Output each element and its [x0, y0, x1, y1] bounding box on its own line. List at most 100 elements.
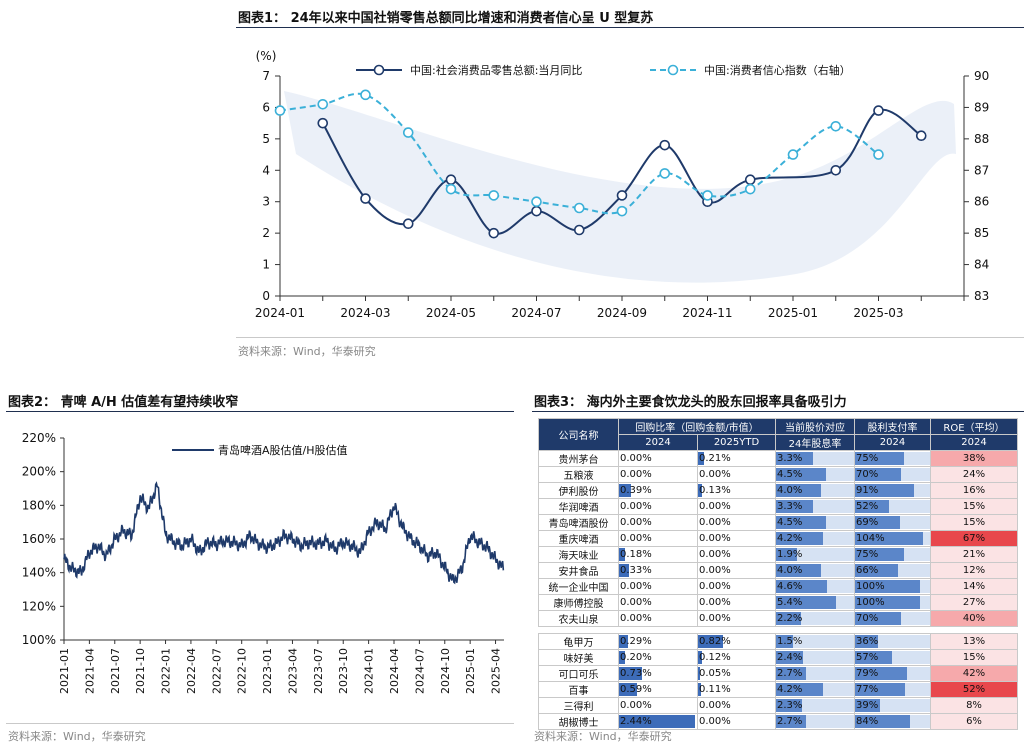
x-axis-tick-label: 2021-01: [58, 648, 71, 694]
table-row: 胡椒博士 2.44% 0.00% 2.7% 84% 6%: [538, 713, 1018, 730]
consumer-confidence-point: [402, 127, 414, 138]
roe-cell: 15%: [930, 514, 1018, 531]
data-bar: [776, 452, 813, 465]
company-name: 百事: [538, 681, 619, 698]
bar-cell: 3.3%: [775, 450, 855, 467]
x-axis-tick-label: 2023-07: [312, 648, 325, 694]
cell-value: 0.11%: [699, 684, 731, 695]
retail-sales-point: [445, 174, 457, 186]
bar-cell: 5.4%: [775, 594, 855, 611]
cell-value: 0.00%: [699, 517, 731, 528]
table-row: 农夫山泉 0.00% 0.00% 2.2% 70% 40%: [538, 610, 1018, 627]
cell-value: 52%: [856, 501, 879, 512]
cell-value: 84%: [856, 716, 879, 727]
bar-cell: 2.4%: [775, 649, 855, 666]
buyback-2024-header: 2024: [618, 434, 698, 451]
data-bar: [698, 452, 705, 465]
cell-value: 2.2%: [777, 613, 803, 624]
bar-cell: 1.9%: [775, 546, 855, 563]
cell-value: 2.44%: [620, 716, 652, 727]
right-axis-tick-label: 89: [974, 100, 989, 114]
table-row: 安井食品 0.33% 0.00% 4.0% 66% 12%: [538, 562, 1018, 579]
x-axis-tick-label: 2024-04: [388, 648, 401, 694]
bar-cell: 2.7%: [775, 665, 855, 682]
left-axis-tick-label: 0: [262, 289, 270, 303]
bar-cell: 104%: [854, 530, 931, 547]
data-bar: [776, 699, 802, 712]
bar-cell: 0.13%: [697, 482, 776, 499]
left-axis-unit: (%): [256, 49, 277, 63]
x-axis-tick-label: 2021-10: [134, 648, 147, 694]
data-bar: [776, 500, 813, 513]
roe-cell: 8%: [930, 697, 1018, 714]
bar-cell: 75%: [854, 546, 931, 563]
cell-value: 3.3%: [777, 501, 803, 512]
consumer-confidence-line: [279, 92, 880, 215]
cell-value: 100%: [856, 597, 885, 608]
roe-cell: 42%: [930, 665, 1018, 682]
cell-value: 70%: [856, 613, 879, 624]
figure2-title: 图表2： 青啤 A/H 估值差有望持续收窄: [8, 395, 239, 410]
bar-cell: 4.5%: [775, 514, 855, 531]
data-bar: [776, 580, 828, 593]
company-name: 五粮液: [538, 466, 619, 483]
data-bar: [855, 667, 907, 680]
company-name: 贵州茅台: [538, 450, 619, 467]
data-bar: [776, 532, 823, 545]
cell-value: 4.5%: [777, 517, 803, 528]
consumer-confidence-point: [317, 98, 329, 110]
bar-cell: 69%: [854, 514, 931, 531]
right-axis-tick-label: 88: [974, 132, 989, 146]
left-axis-tick-label: 5: [262, 132, 270, 146]
cell-value: 4.6%: [777, 581, 803, 592]
company-name-header: 公司名称: [538, 418, 619, 451]
cell-value: 69%: [856, 517, 879, 528]
cell-value: 75%: [856, 453, 879, 464]
cell-value: 0.00%: [620, 597, 652, 608]
data-bar: [855, 715, 910, 728]
table-row: 青岛啤酒股份 0.00% 0.00% 4.5% 69% 15%: [538, 514, 1018, 531]
bar-cell: 70%: [854, 466, 931, 483]
cell-value: 2.7%: [777, 716, 803, 727]
bar-cell: 0.00%: [697, 498, 776, 515]
retail-sales-point: [616, 190, 628, 201]
bar-cell: 4.5%: [775, 466, 855, 483]
x-axis-tick-label: 2021-07: [109, 648, 122, 694]
legend-label-retail-sales: 中国:社会消费品零售总额:当月同比: [410, 63, 582, 77]
cell-value: 0.00%: [620, 469, 652, 480]
x-axis-tick-label: 2024-01: [363, 648, 376, 694]
cell-value: 0.59%: [620, 684, 652, 695]
legend-marker: [667, 64, 679, 76]
cell-value: 77%: [856, 684, 879, 695]
consumer-confidence-point: [873, 149, 884, 160]
cell-value: 0.00%: [699, 597, 731, 608]
bar-cell: 0.12%: [697, 649, 776, 666]
data-bar: [855, 500, 889, 513]
payout-2024-header: 2024: [854, 434, 931, 451]
data-bar: [776, 683, 823, 696]
y-axis-tick-label: 140%: [22, 566, 56, 580]
consumer-confidence-point: [360, 89, 371, 101]
roe-cell: 15%: [930, 498, 1018, 515]
cell-value: 1.5%: [777, 636, 803, 647]
right-axis-tick-label: 83: [974, 289, 989, 303]
cell-value: 0.20%: [620, 652, 652, 663]
retail-sales-point: [488, 227, 500, 239]
table-subheader-row: 2024 2025YTD 24年股息率 2024 2024: [539, 434, 1018, 451]
cell-value: 39%: [856, 700, 879, 711]
roe-cell: 40%: [930, 610, 1018, 627]
buyback-ratio-header: 回购比率（回购金额/市值）: [618, 418, 776, 435]
bar-cell: 84%: [854, 713, 931, 730]
bar-cell: 0.00%: [618, 498, 698, 515]
data-bar: [776, 651, 803, 664]
x-axis-tick-label: 2025-04: [490, 648, 503, 694]
x-axis-tick-label: 2022-07: [210, 648, 223, 694]
figure1-legend: 中国:社会消费品零售总额:当月同比 中国:消费者信心指数（右轴）: [356, 63, 851, 77]
bar-cell: 0.00%: [618, 610, 698, 627]
cell-value: 0.00%: [620, 517, 652, 528]
roe-cell: 38%: [930, 450, 1018, 467]
cell-value: 0.00%: [699, 613, 731, 624]
cell-value: 91%: [856, 485, 879, 496]
data-bar: [855, 612, 901, 625]
right-axis-tick-label: 86: [974, 195, 989, 209]
